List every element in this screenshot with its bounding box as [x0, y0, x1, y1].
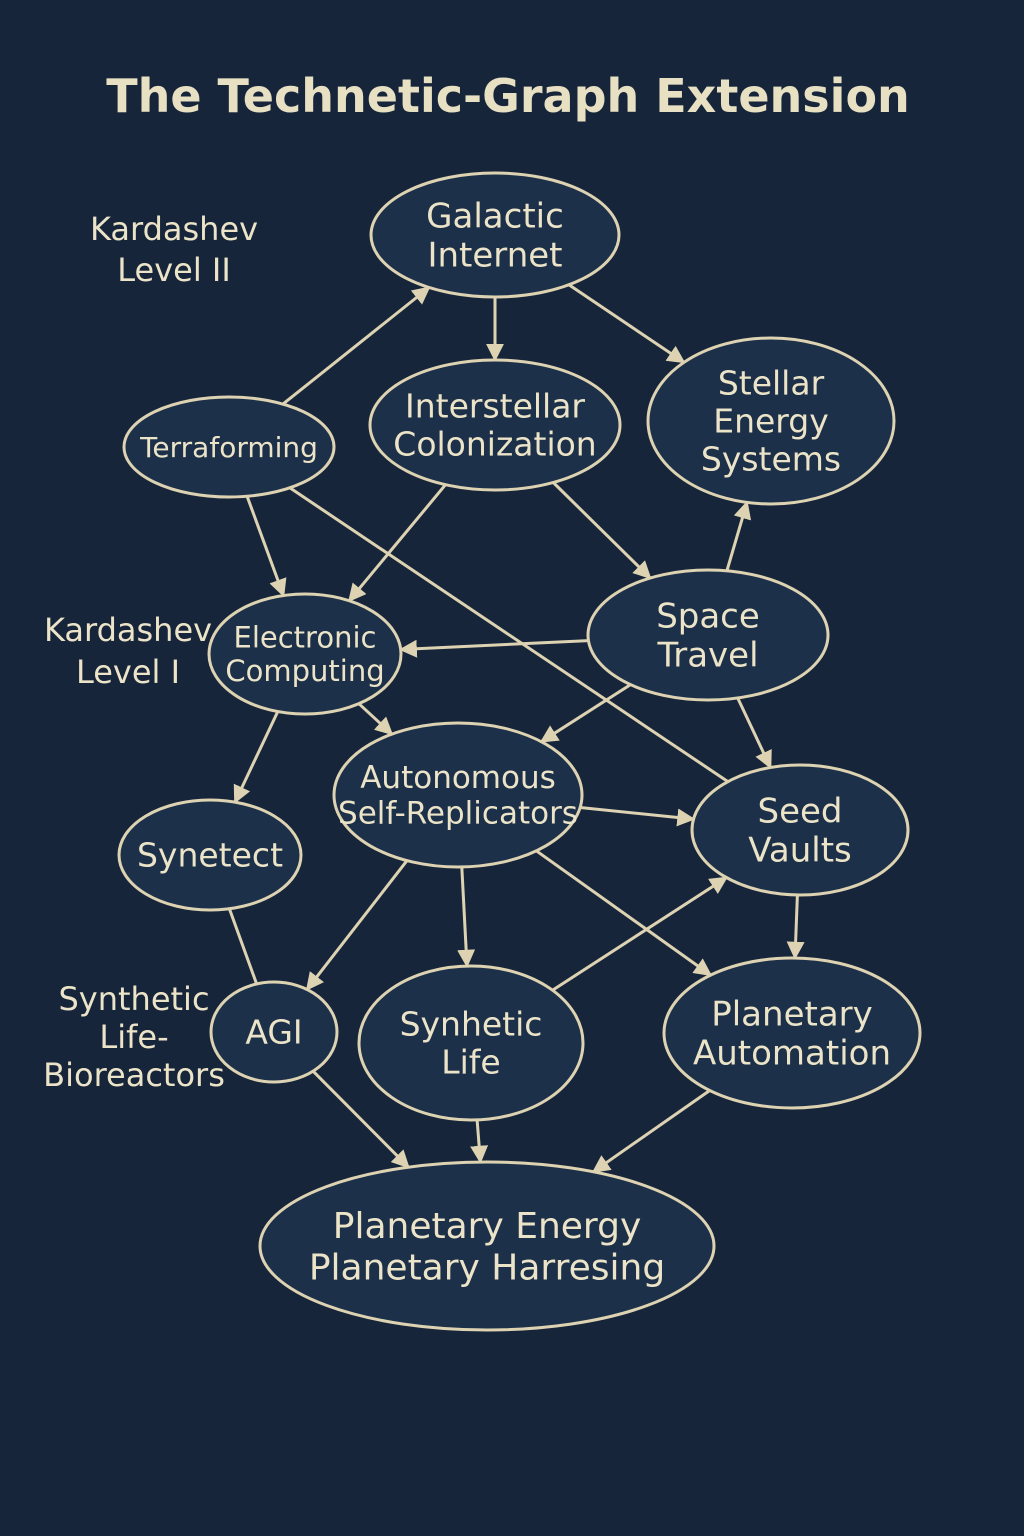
node-ellipse: [646, 336, 896, 506]
node-synetect[interactable]: Synetect: [117, 798, 303, 912]
edge-seed-vaults-to-planetary-automation: [786, 894, 805, 960]
node-ellipse: [122, 395, 336, 499]
node-ellipse: [207, 592, 403, 716]
node-label: Electronic: [234, 621, 377, 655]
node-ellipse: [369, 171, 621, 299]
node-ellipse: [586, 568, 830, 702]
node-ellipse: [368, 358, 622, 492]
node-terraforming[interactable]: Terraforming: [122, 395, 336, 499]
edge-terraforming-to-seed-vaults: [288, 486, 729, 783]
edge-electronic-computing-to-synetect: [233, 710, 280, 804]
node-label: Internet: [427, 235, 562, 275]
node-ellipse: [117, 798, 303, 912]
edge-autonomous-self-replicators-to-planetary-automation: [535, 849, 713, 977]
level-label-line: Bioreactors: [43, 1056, 225, 1094]
edge-interstellar-colonization-to-electronic-computing: [348, 483, 447, 603]
node-label: Galactic: [426, 196, 564, 236]
node-ellipse: [690, 763, 910, 897]
node-label: Synhetic: [400, 1005, 543, 1044]
node-ellipse: [357, 964, 585, 1122]
level-label-line: Kardashev: [90, 210, 258, 248]
node-label: Interstellar: [405, 387, 585, 426]
edge-space-travel-to-electronic-computing: [398, 639, 589, 658]
edge-synhetic-life-to-planetary-energy-harresing: [470, 1119, 489, 1164]
node-label: Vaults: [748, 831, 852, 871]
node-label: Stellar: [718, 364, 825, 403]
edge-synetect-to-agi: [227, 908, 259, 985]
node-label: Space: [656, 596, 760, 636]
edge-space-travel-to-stellar-energy-systems: [725, 500, 752, 572]
node-ellipse: [662, 956, 922, 1110]
node-label: Energy: [713, 402, 829, 441]
level-label-line: Synthetic: [58, 980, 209, 1018]
node-label: Life: [441, 1043, 500, 1082]
level-label-line: Level I: [76, 653, 180, 691]
level-label-kardashev-level-1: Kardashev Level I: [44, 611, 212, 691]
node-ellipse: [209, 980, 339, 1084]
node-label: Systems: [701, 440, 841, 479]
edge-terraforming-to-galactic-internet: [281, 286, 431, 406]
node-agi[interactable]: AGI: [209, 980, 339, 1084]
edge-planetary-automation-to-planetary-energy-harresing: [591, 1089, 711, 1174]
node-label: Travel: [656, 636, 758, 676]
edge-interstellar-colonization-to-space-travel: [552, 481, 652, 580]
level-label-line: Level II: [117, 251, 231, 289]
edge-electronic-computing-to-autonomous-self-replicators: [357, 702, 394, 736]
edge-synhetic-life-to-seed-vaults: [551, 876, 729, 992]
node-label: Terraforming: [139, 431, 318, 464]
edge-autonomous-self-replicators-to-seed-vaults: [579, 806, 696, 827]
node-label: AGI: [245, 1013, 302, 1052]
diagram-title: The Technetic-Graph Extension: [106, 69, 910, 123]
edge-autonomous-self-replicators-to-synhetic-life: [457, 866, 476, 968]
edge-space-travel-to-seed-vaults: [736, 697, 772, 770]
node-label: Automation: [693, 1034, 891, 1074]
level-label-line: Kardashev: [44, 611, 212, 649]
node-label: Computing: [225, 654, 384, 688]
edge-galactic-internet-to-stellar-energy-systems: [568, 283, 686, 364]
node-label: Synetect: [137, 836, 283, 875]
node-ellipse: [332, 721, 584, 869]
node-label: Planetary: [711, 994, 873, 1034]
node-ellipse: [258, 1160, 716, 1332]
node-label: Seed: [758, 791, 843, 831]
node-label: Autonomous: [360, 760, 556, 796]
edge-space-travel-to-autonomous-self-replicators: [539, 683, 632, 743]
edge-terraforming-to-electronic-computing: [245, 495, 287, 598]
node-label: Colonization: [393, 425, 596, 464]
edge-agi-to-planetary-energy-harresing: [312, 1070, 410, 1169]
node-label: Planetary Energy: [333, 1206, 642, 1247]
node-label: Planetary Harresing: [309, 1247, 665, 1288]
node-label: Self-Replicators: [338, 796, 578, 832]
level-label-line: Life-: [99, 1018, 168, 1056]
edges-layer: [227, 283, 805, 1174]
edge-autonomous-self-replicators-to-agi: [305, 859, 409, 991]
